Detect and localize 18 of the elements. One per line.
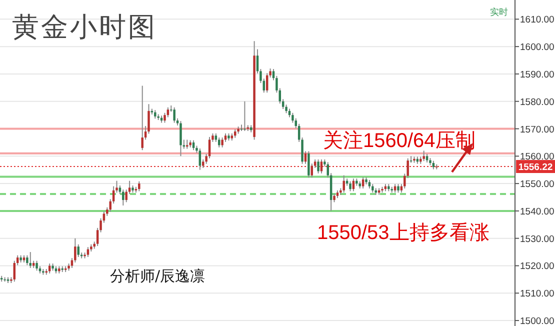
y-tick-label: 1510.00: [520, 288, 554, 300]
annotation: 分析师/辰逸凛: [110, 267, 206, 285]
y-tick-label: 1500.00: [520, 316, 554, 326]
annotation: 实时: [490, 7, 508, 17]
title: 黄金小时图: [12, 12, 157, 43]
ref-line-label: 1556.22: [518, 162, 553, 174]
y-tick-label: 1520.00: [520, 261, 554, 272]
y-tick-label: 1560.00: [520, 152, 554, 163]
y-tick-label: 1580.00: [520, 96, 554, 108]
y-tick-label: 1530.00: [520, 234, 554, 245]
y-tick-label: 1570.00: [520, 124, 554, 136]
y-tick-label: 1610.00: [520, 14, 554, 26]
y-tick-label: 1590.00: [520, 69, 554, 80]
annotation: 1550/53上持多看涨: [317, 222, 490, 244]
annotation: 关注1560/64压制: [323, 130, 476, 152]
y-tick-label: 1540.00: [520, 206, 554, 218]
y-tick-label: 1600.00: [520, 42, 554, 54]
y-tick-label: 1550.00: [520, 179, 554, 190]
